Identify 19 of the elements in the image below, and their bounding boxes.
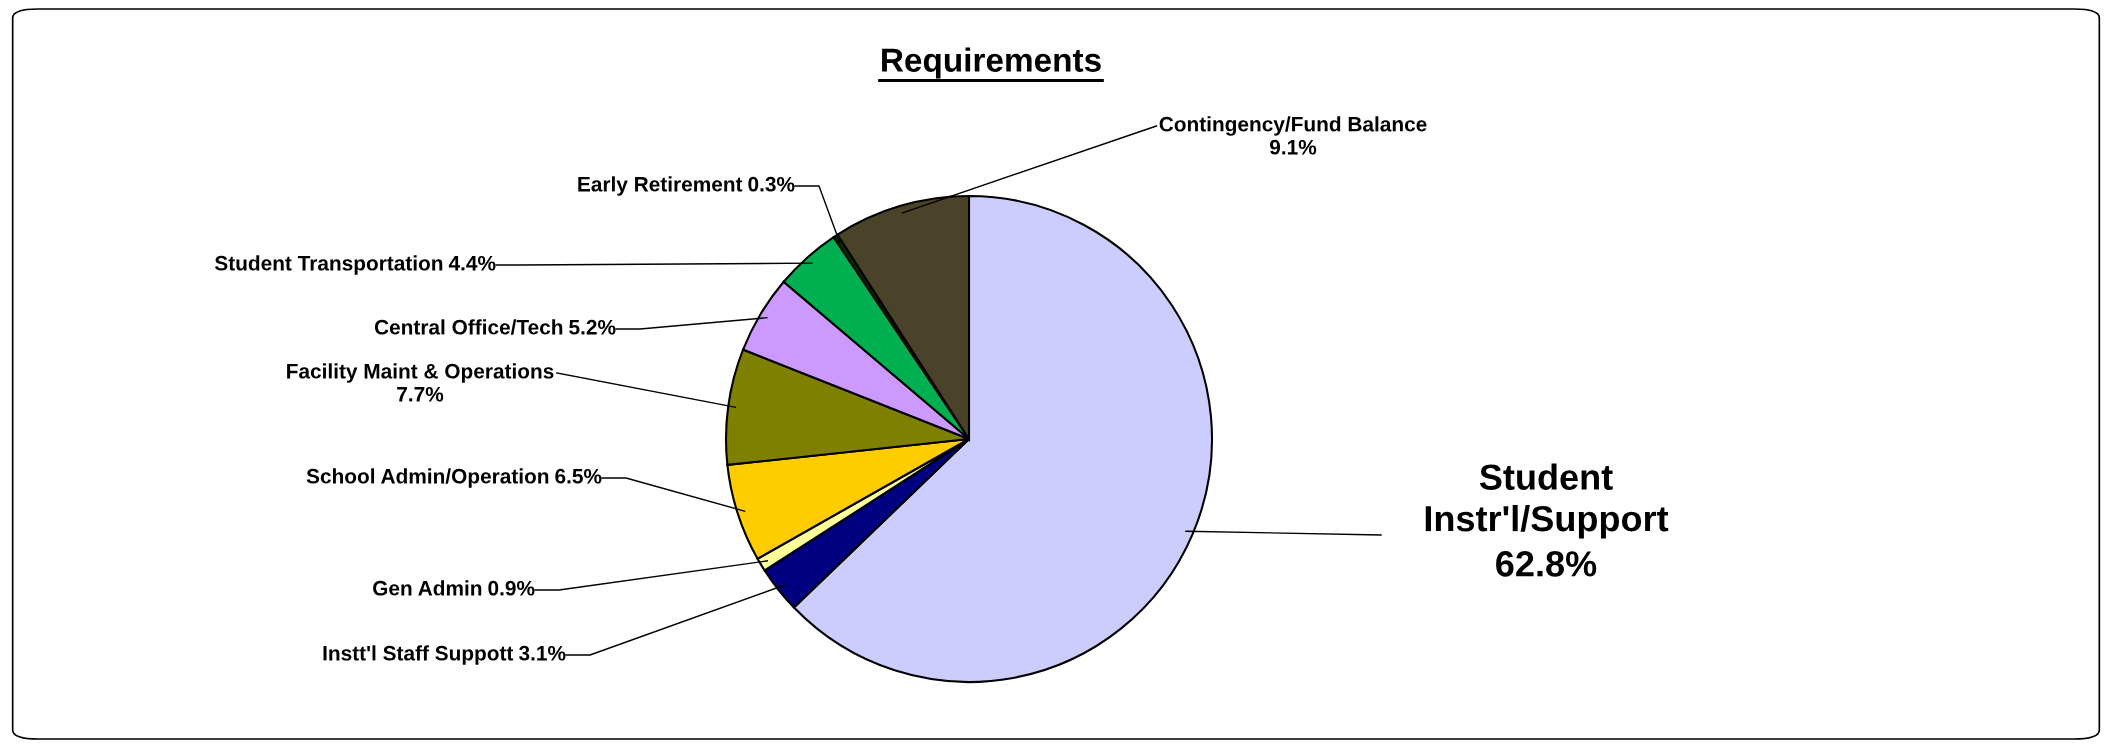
data-label: 62.8% — [1496, 551, 1597, 577]
slice-label: Gen Admin — [373, 580, 482, 596]
slice-label: Student Transportation — [214, 255, 443, 275]
slice-label: Early Retirement — [578, 176, 743, 196]
data-label: 4.4% — [448, 255, 496, 271]
slice-label: School Admin/Operation — [306, 468, 549, 488]
slice-label: Instt'l Staff Suppott — [323, 645, 514, 665]
slice-label: Contingency/Fund Balance — [1159, 116, 1427, 136]
data-label: 6.5% — [555, 468, 602, 484]
data-label: 3.1% — [518, 645, 566, 661]
data-label: 0.9% — [488, 580, 535, 596]
chart-title: Requirements — [882, 47, 1101, 79]
data-label: 7.7% — [397, 386, 444, 402]
slice-label: Facility Maint & Operations — [287, 363, 554, 383]
data-label: 0.3% — [748, 176, 795, 192]
data-label: 5.2% — [569, 319, 616, 335]
data-label: 9.1% — [1269, 139, 1317, 155]
slice-label: Central Office/Tech — [374, 319, 563, 335]
slice-label: Student Instr'l/Support — [1425, 463, 1669, 539]
